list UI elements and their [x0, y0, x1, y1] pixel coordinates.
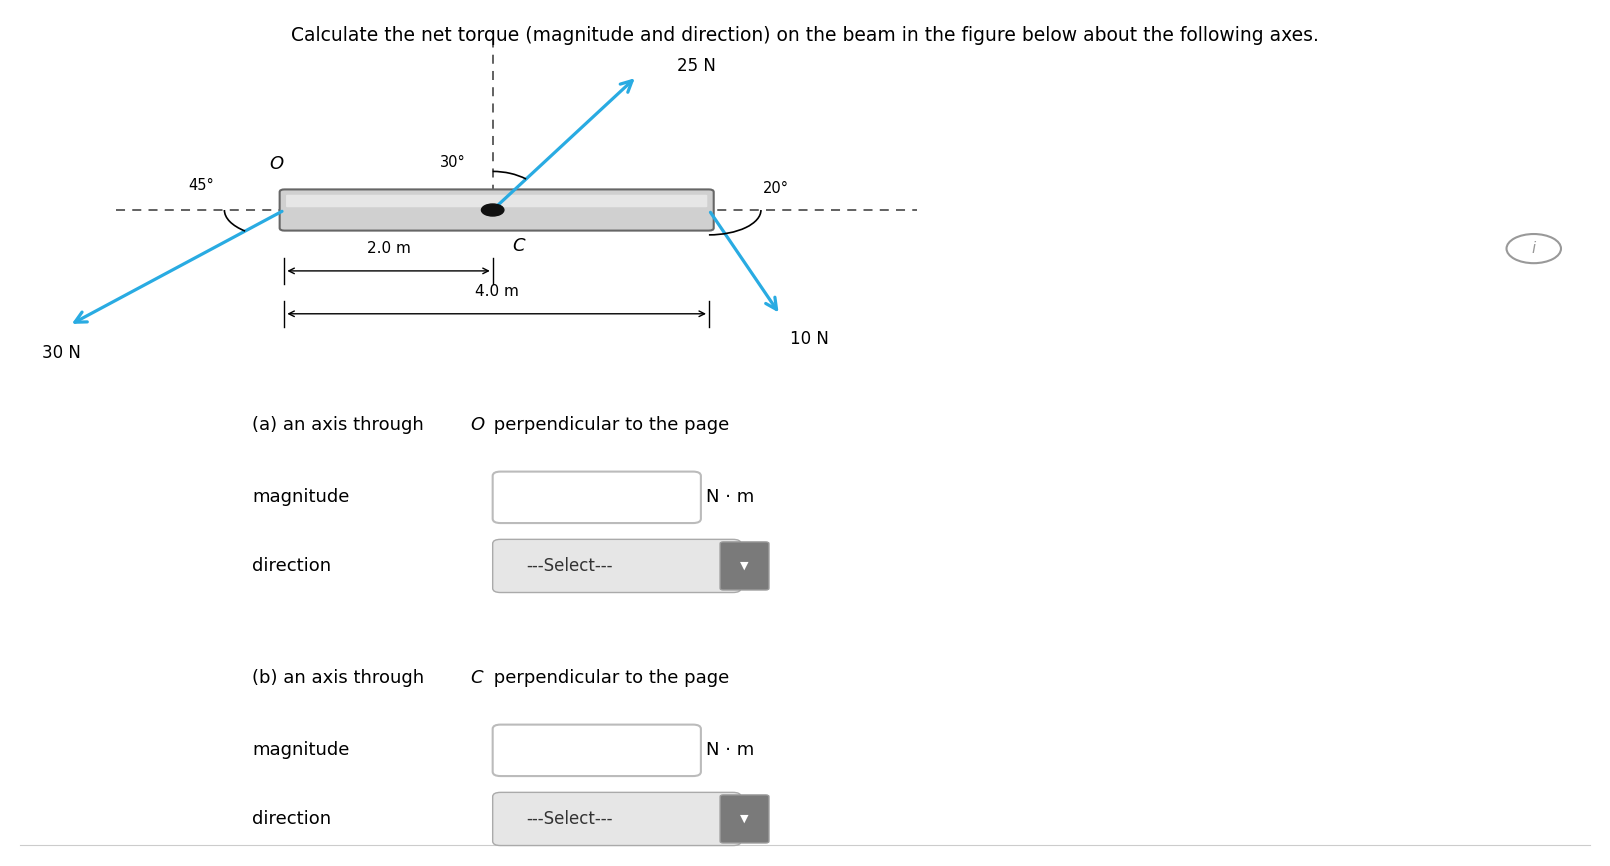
Circle shape — [481, 204, 504, 216]
Text: ▼: ▼ — [741, 814, 749, 824]
Text: ---Select---: ---Select--- — [526, 810, 613, 828]
Text: 45°: 45° — [188, 178, 214, 193]
FancyBboxPatch shape — [287, 195, 707, 207]
Text: 20°: 20° — [763, 181, 789, 196]
Text: i: i — [1531, 241, 1536, 256]
Text: O: O — [269, 155, 283, 173]
Text: (a) an axis through: (a) an axis through — [253, 416, 430, 434]
Text: 25 N: 25 N — [676, 57, 716, 75]
FancyBboxPatch shape — [493, 472, 700, 523]
Text: N · m: N · m — [705, 488, 753, 507]
Text: direction: direction — [253, 810, 332, 828]
Text: 30°: 30° — [440, 155, 465, 171]
Text: 2.0 m: 2.0 m — [367, 242, 411, 256]
Text: direction: direction — [253, 557, 332, 575]
FancyBboxPatch shape — [493, 725, 700, 776]
FancyBboxPatch shape — [720, 795, 770, 843]
Text: perpendicular to the page: perpendicular to the page — [488, 416, 729, 434]
Text: N · m: N · m — [705, 741, 753, 759]
Text: (b) an axis through: (b) an axis through — [253, 669, 430, 687]
FancyBboxPatch shape — [280, 190, 713, 230]
Text: 4.0 m: 4.0 m — [475, 284, 518, 300]
Text: C: C — [512, 236, 525, 255]
Text: O: O — [470, 416, 485, 434]
Text: ▼: ▼ — [741, 561, 749, 571]
FancyBboxPatch shape — [720, 542, 770, 590]
Text: magnitude: magnitude — [253, 488, 349, 507]
FancyBboxPatch shape — [493, 540, 741, 592]
Text: 10 N: 10 N — [789, 330, 829, 348]
Text: perpendicular to the page: perpendicular to the page — [488, 669, 729, 687]
Text: 30 N: 30 N — [42, 344, 80, 362]
FancyBboxPatch shape — [493, 792, 741, 845]
Text: ---Select---: ---Select--- — [526, 557, 613, 575]
Text: Calculate the net torque (magnitude and direction) on the beam in the figure bel: Calculate the net torque (magnitude and … — [291, 26, 1319, 45]
Text: magnitude: magnitude — [253, 741, 349, 759]
Text: C: C — [470, 669, 483, 687]
